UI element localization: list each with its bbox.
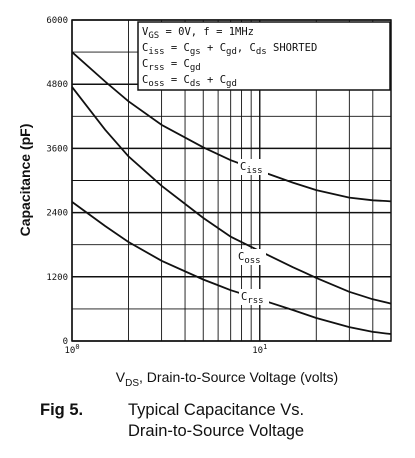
x-axis-label: VDS, Drain-to-Source Voltage (volts) <box>116 369 338 389</box>
x-tick-label: 100 <box>64 343 79 356</box>
x-axis-label-main: V <box>116 369 126 385</box>
x-axis-label-rest: , Drain-to-Source Voltage (volts) <box>139 369 338 385</box>
curve-layer: Ciss Coss Crss <box>71 51 392 335</box>
series-label-ciss: Ciss <box>240 161 263 176</box>
y-tick-label: 2400 <box>46 209 68 219</box>
series-line-coss <box>71 86 392 305</box>
legend-line: VGS = 0V, f = 1MHz <box>142 26 254 41</box>
x-axis-label-sub: DS <box>125 378 139 389</box>
figure-caption: Fig 5. Typical Capacitance Vs. Drain-to-… <box>40 400 410 442</box>
series-label-crss: Crss <box>241 291 264 306</box>
y-tick-labels: 0 1200 2400 3600 4800 6000 <box>46 16 68 347</box>
legend-line: Ciss = Cgs + Cgd, Cds SHORTED <box>142 42 317 57</box>
y-axis-label: Capacitance (pF) <box>17 124 33 237</box>
legend-line: Crss = Cgd <box>142 58 201 73</box>
series-label-bg <box>236 249 266 265</box>
x-tick-labels: 100 101 <box>64 343 267 356</box>
y-tick-label: 4800 <box>46 80 68 90</box>
legend-box <box>137 21 391 91</box>
y-tick-label: 1200 <box>46 273 68 283</box>
caption-line-2: Drain-to-Source Voltage <box>128 422 305 440</box>
series-label-coss: Coss <box>238 251 261 266</box>
x-tick-label: 101 <box>252 343 267 356</box>
y-tick-label: 0 <box>63 337 68 347</box>
y-tick-label: 6000 <box>46 16 68 26</box>
y-tick-label: 3600 <box>46 144 68 154</box>
legend-line: Coss = Cds + Cgd <box>142 74 237 89</box>
series-label-bg <box>238 159 268 175</box>
caption-line-1: Typical Capacitance Vs. <box>128 401 305 419</box>
figure-number: Fig 5. <box>40 401 84 419</box>
series-line-crss <box>71 201 392 335</box>
series-label-bg <box>239 289 269 305</box>
plot-frame <box>71 19 392 342</box>
